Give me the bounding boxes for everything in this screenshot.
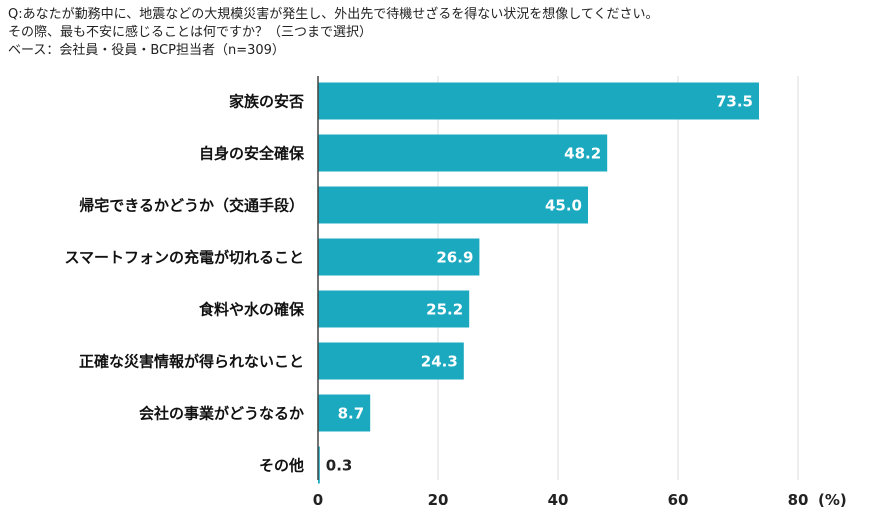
question-line-1: Q:あなたが勤務中に、地震などの大規模災害が発生し、外出先で待機せざるを得ない状… — [8, 7, 659, 22]
bar-3 — [318, 186, 588, 224]
value-label-8: 0.3 — [326, 457, 353, 475]
value-label-2: 48.2 — [564, 145, 601, 163]
chart-header: Q:あなたが勤務中に、地震などの大規模災害が発生し、外出先で待機せざるを得ない状… — [8, 6, 858, 60]
value-label-7: 8.7 — [338, 405, 365, 423]
value-label-3: 45.0 — [545, 197, 582, 215]
label-layer: 家族の安否 73.5 自身の安全確保 48.2 帰宅できるかどうか（交通手段） 45.0 ス… — [64, 93, 753, 475]
bar-5 — [318, 290, 470, 328]
category-label-7: 会社の事業がどうなるか — [139, 405, 304, 423]
bar-7 — [318, 394, 371, 432]
value-label-6: 24.3 — [421, 353, 458, 371]
category-label-5: 食料や水の確保 — [199, 301, 305, 319]
bar-1 — [318, 82, 759, 120]
x-tick-label-20: 20 — [428, 491, 449, 509]
value-label-5: 25.2 — [426, 301, 463, 319]
x-tick-label-60: 60 — [668, 491, 689, 509]
category-label-2: 自身の安全確保 — [199, 145, 305, 163]
value-label-1: 73.5 — [716, 93, 753, 111]
axis-layer: 0 20 40 60 80 (%) — [313, 76, 847, 509]
x-tick-label-0: 0 — [313, 491, 323, 509]
x-tick-label-80: 80 — [788, 491, 809, 509]
category-label-8: その他 — [259, 457, 304, 475]
value-label-4: 26.9 — [436, 249, 473, 267]
category-label-6: 正確な災害情報が得られないこと — [79, 353, 304, 371]
x-tick-label-40: 40 — [548, 491, 569, 509]
bar-8 — [318, 446, 320, 484]
bar-4 — [318, 238, 480, 276]
bar-6 — [318, 342, 464, 380]
question-line-2: その際、最も不安に感じることは何ですか？（三つまで選択） — [8, 25, 373, 40]
category-label-4: スマートフォンの充電が切れること — [64, 249, 304, 267]
bar-2 — [318, 134, 608, 172]
base-line: ベース：会社員・役員・BCP担当者（n=309） — [8, 43, 285, 58]
category-label-3: 帰宅できるかどうか（交通手段） — [79, 197, 304, 215]
category-label-1: 家族の安否 — [229, 93, 304, 111]
bar-layer — [318, 82, 759, 484]
x-axis-unit-label: (%) — [818, 491, 847, 509]
